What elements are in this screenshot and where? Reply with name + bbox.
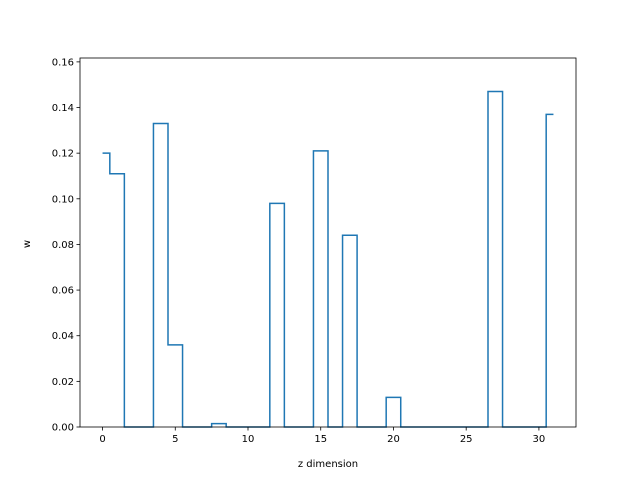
y-tick-label-8: 0.16: [52, 57, 74, 68]
y-tick-label-0: 0.00: [52, 423, 74, 434]
x-tick-label-4: 20: [387, 434, 400, 445]
x-axis-label: z dimension: [298, 459, 358, 470]
y-tick-label-4: 0.08: [52, 240, 74, 251]
y-tick-label-1: 0.02: [52, 377, 74, 388]
x-tick-label-0: 0: [99, 434, 105, 445]
axes-layer: 0 5 10 15 20 25 30 0.00 0.02 0.04 0.06 0.08 0.10 0.12…: [52, 57, 577, 445]
x-tick-label-6: 30: [533, 434, 546, 445]
y-tick-label-5: 0.10: [52, 194, 74, 205]
x-tick-label-5: 25: [460, 434, 473, 445]
y-axis-label: w: [22, 240, 33, 248]
axes-frame: [79, 57, 577, 428]
y-tick-label-2: 0.04: [52, 331, 74, 342]
y-tick-label-3: 0.06: [52, 286, 74, 297]
x-tick-label-2: 10: [242, 434, 255, 445]
y-tick-label-6: 0.12: [52, 149, 74, 160]
x-tick-label-3: 15: [314, 434, 327, 445]
y-tick-label-7: 0.14: [52, 103, 74, 114]
x-tick-label-1: 5: [172, 434, 178, 445]
